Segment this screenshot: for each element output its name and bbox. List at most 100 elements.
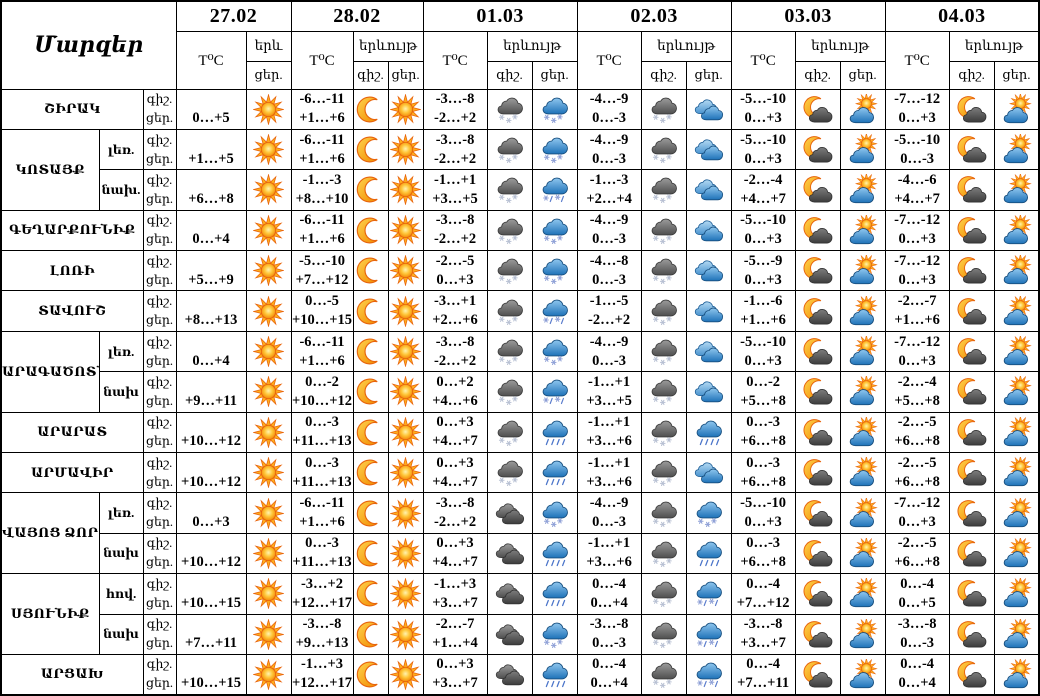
temp-cell: -2…-5 0…+3: [422, 250, 488, 292]
forecast-row: ՏԱՎՈՒՇ գիշ. ցեր. +8…+13 0…-5 +10…+15 -3…+1 +2……: [0, 290, 1040, 332]
day-weather-cell: [993, 88, 1040, 130]
night-temp: -2…-4: [743, 171, 783, 188]
night-temp: [177, 171, 245, 190]
zone-label: նախ.: [98, 169, 144, 211]
temp-cell: +6…+8: [175, 169, 247, 211]
temp-cell: 0…+2 +4…+6: [422, 371, 488, 413]
dark-cloud-snow-icon: [647, 376, 680, 407]
day-temp: +3…+7: [432, 675, 478, 692]
night-weather-cell: [640, 88, 687, 130]
temp-cell: +1…+5: [175, 128, 247, 171]
dark-cloud-icon: [493, 498, 526, 529]
day-temp: +6…+8: [894, 473, 940, 490]
temp-cell: -4…-8 0…-3: [576, 250, 642, 292]
temp-cell: +9…+11: [175, 371, 247, 413]
day-weather-cell: [531, 250, 578, 292]
night-label: գիշ.: [146, 657, 173, 672]
sun-cloud-icon: [846, 336, 879, 367]
night-weather-cell: [352, 492, 389, 534]
sun-icon: [389, 457, 422, 488]
blue-cloud-snow-icon: [538, 336, 571, 367]
day-weather-cell: [245, 88, 292, 130]
night-temp: -2…-5: [897, 535, 937, 552]
sun-icon: [389, 174, 422, 205]
night-temp: -1…+3: [434, 575, 477, 592]
day-temp: 0…-3: [592, 271, 626, 288]
day-weather-cell: [387, 371, 424, 413]
date-header-2: 28.02: [290, 0, 424, 32]
dark-cloud-snow-icon: [647, 578, 680, 609]
night-day-labels: գիշ. ցեր.: [142, 330, 177, 373]
day-weather-cell: [245, 250, 292, 292]
phenomenon-header: երևույթ: [352, 30, 424, 62]
dark-cloud-snow-icon: [647, 457, 680, 488]
day-temp: 0…+3: [744, 150, 782, 167]
day-weather-cell: [387, 653, 424, 696]
day-temp: 0…-3: [592, 514, 626, 531]
region-name: ԿՈՏԱՅՔ: [0, 128, 100, 211]
temp-cell: 0…-5 +10…+15: [290, 290, 354, 332]
blue-cloud-snow-icon: [538, 619, 571, 650]
moon-icon: [354, 134, 387, 165]
day-temp: +6…+8: [740, 473, 786, 490]
day-temp: +5…+9: [188, 271, 234, 288]
temp-cell: -1…+1 +3…+6: [576, 452, 642, 494]
night-day-labels: գիշ. ցեր.: [142, 290, 177, 332]
day-temp: 0…+4: [590, 594, 628, 611]
day-weather-cell: [245, 613, 292, 655]
phenomenon-header: երևույթ: [486, 30, 578, 62]
day-temp: +1…+6: [740, 312, 786, 329]
moon-cloud-icon: [955, 94, 988, 125]
day-temp: +4…+6: [432, 392, 478, 409]
night-temp: -1…+1: [588, 373, 631, 390]
night-weather-cell: [486, 88, 533, 130]
moon-cloud-icon: [801, 215, 834, 246]
sun-cloud-icon: [846, 538, 879, 569]
day-temp: +1…+6: [299, 514, 345, 531]
day-weather-cell: [531, 128, 578, 171]
day-weather-cell: [387, 532, 424, 575]
sun-cloud-icon: [846, 457, 879, 488]
day-temp: 0…-3: [592, 150, 626, 167]
dark-cloud-snow-icon: [493, 336, 526, 367]
night-weather-cell: [948, 411, 995, 454]
temp-cell: 0…-3 +11…+13: [290, 452, 354, 494]
night-temp: -5…-10: [740, 212, 787, 229]
night-label: գիշ.: [146, 294, 173, 309]
temp-cell: -3…+1 +2…+6: [422, 290, 488, 332]
zone-label: նախ: [98, 532, 144, 575]
day-weather-cell: [387, 492, 424, 534]
header-night-day-row: ցեր. գիշ. ցեր. գիշ. ցեր. գիշ. ցեր. գիշ. …: [1, 60, 1040, 90]
day-label: ցեր.: [145, 313, 174, 328]
temp-cell: 0…-4 0…+4: [576, 653, 642, 696]
day-weather-cell: [839, 653, 886, 696]
forecast-row: ՍՅՈՒՆԻՔ հով. գիշ. ցեր. +10…+15 -3…+2 +12…+17-…: [0, 573, 1040, 655]
sun-icon: [389, 417, 422, 448]
moon-cloud-icon: [955, 174, 988, 205]
night-weather-cell: [794, 371, 841, 413]
temp-cell: -3…-8 -2…+2: [422, 330, 488, 373]
temp-cell: -1…+1 +3…+5: [576, 371, 642, 413]
region-name: ՍՅՈՒՆԻՔ: [0, 573, 100, 655]
day-weather-cell: [387, 169, 424, 211]
day-weather-cell: [839, 371, 886, 413]
temp-cell: 0…+3 +3…+7: [422, 653, 488, 696]
day-weather-cell: [685, 492, 732, 534]
moon-icon: [354, 578, 387, 609]
blue-cloud-rain-icon: [538, 578, 571, 609]
temp-cell: 0…-4 +7…+12: [730, 573, 796, 615]
night-temp: -3…-8: [435, 495, 475, 512]
temp-cell: 0…-4 0…+5: [884, 573, 950, 615]
night-day-labels: գիշ. ցեր.: [142, 653, 177, 696]
temp-cell: -6…-11 +1…+6: [290, 492, 354, 534]
day-temp: 0…+3: [436, 271, 474, 288]
night-temp: 0…-2: [305, 373, 339, 390]
night-temp: -5…-10: [299, 252, 345, 269]
moon-cloud-icon: [801, 296, 834, 327]
day-temp: 0…+4: [192, 231, 230, 248]
temp-cell: -2…-7 +1…+4: [422, 613, 488, 655]
sun-cloud-icon: [846, 255, 879, 286]
night-label: գիշ.: [146, 536, 173, 551]
sun-icon: [389, 538, 422, 569]
moon-icon: [354, 376, 387, 407]
